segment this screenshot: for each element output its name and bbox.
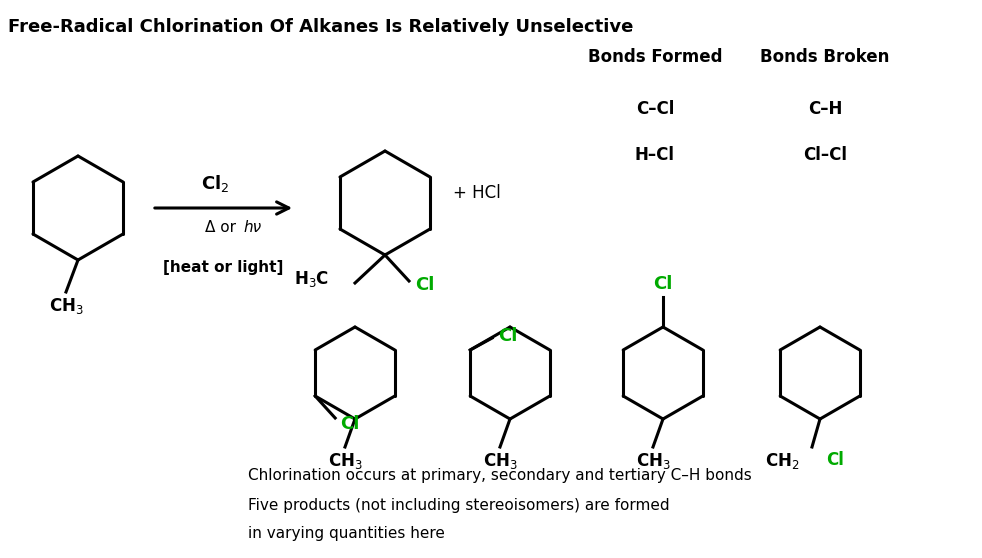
Text: H$_3$C: H$_3$C — [294, 269, 329, 289]
Text: Δ or: Δ or — [205, 220, 242, 235]
Text: Cl: Cl — [498, 327, 518, 345]
Text: Bonds Broken: Bonds Broken — [760, 48, 890, 66]
Text: Cl: Cl — [653, 275, 673, 293]
Text: Free-Radical Chlorination Of Alkanes Is Relatively Unselective: Free-Radical Chlorination Of Alkanes Is … — [8, 18, 633, 36]
Text: Chlorination occurs at primary, secondary and tertiary C–H bonds: Chlorination occurs at primary, secondar… — [248, 468, 752, 483]
Text: Cl: Cl — [415, 276, 434, 294]
Text: CH$_3$: CH$_3$ — [482, 451, 518, 471]
Text: Five products (not including stereoisomers) are formed: Five products (not including stereoisome… — [248, 498, 670, 513]
Text: Bonds Formed: Bonds Formed — [588, 48, 722, 66]
Text: Cl: Cl — [826, 451, 844, 469]
Text: C–Cl: C–Cl — [635, 100, 675, 118]
Text: [heat or light]: [heat or light] — [163, 260, 284, 275]
Text: Cl$_2$: Cl$_2$ — [201, 173, 230, 194]
Text: CH$_3$: CH$_3$ — [635, 451, 671, 471]
Text: CH$_2$: CH$_2$ — [765, 451, 800, 471]
Text: Cl–Cl: Cl–Cl — [803, 146, 847, 164]
Text: C–H: C–H — [808, 100, 843, 118]
Text: in varying quantities here: in varying quantities here — [248, 526, 445, 541]
Text: H–Cl: H–Cl — [635, 146, 675, 164]
Text: hν: hν — [244, 220, 261, 235]
Text: + HCl: + HCl — [453, 184, 501, 202]
Text: CH$_3$: CH$_3$ — [328, 451, 362, 471]
Text: Cl: Cl — [340, 415, 359, 433]
Text: CH$_3$: CH$_3$ — [49, 296, 83, 316]
